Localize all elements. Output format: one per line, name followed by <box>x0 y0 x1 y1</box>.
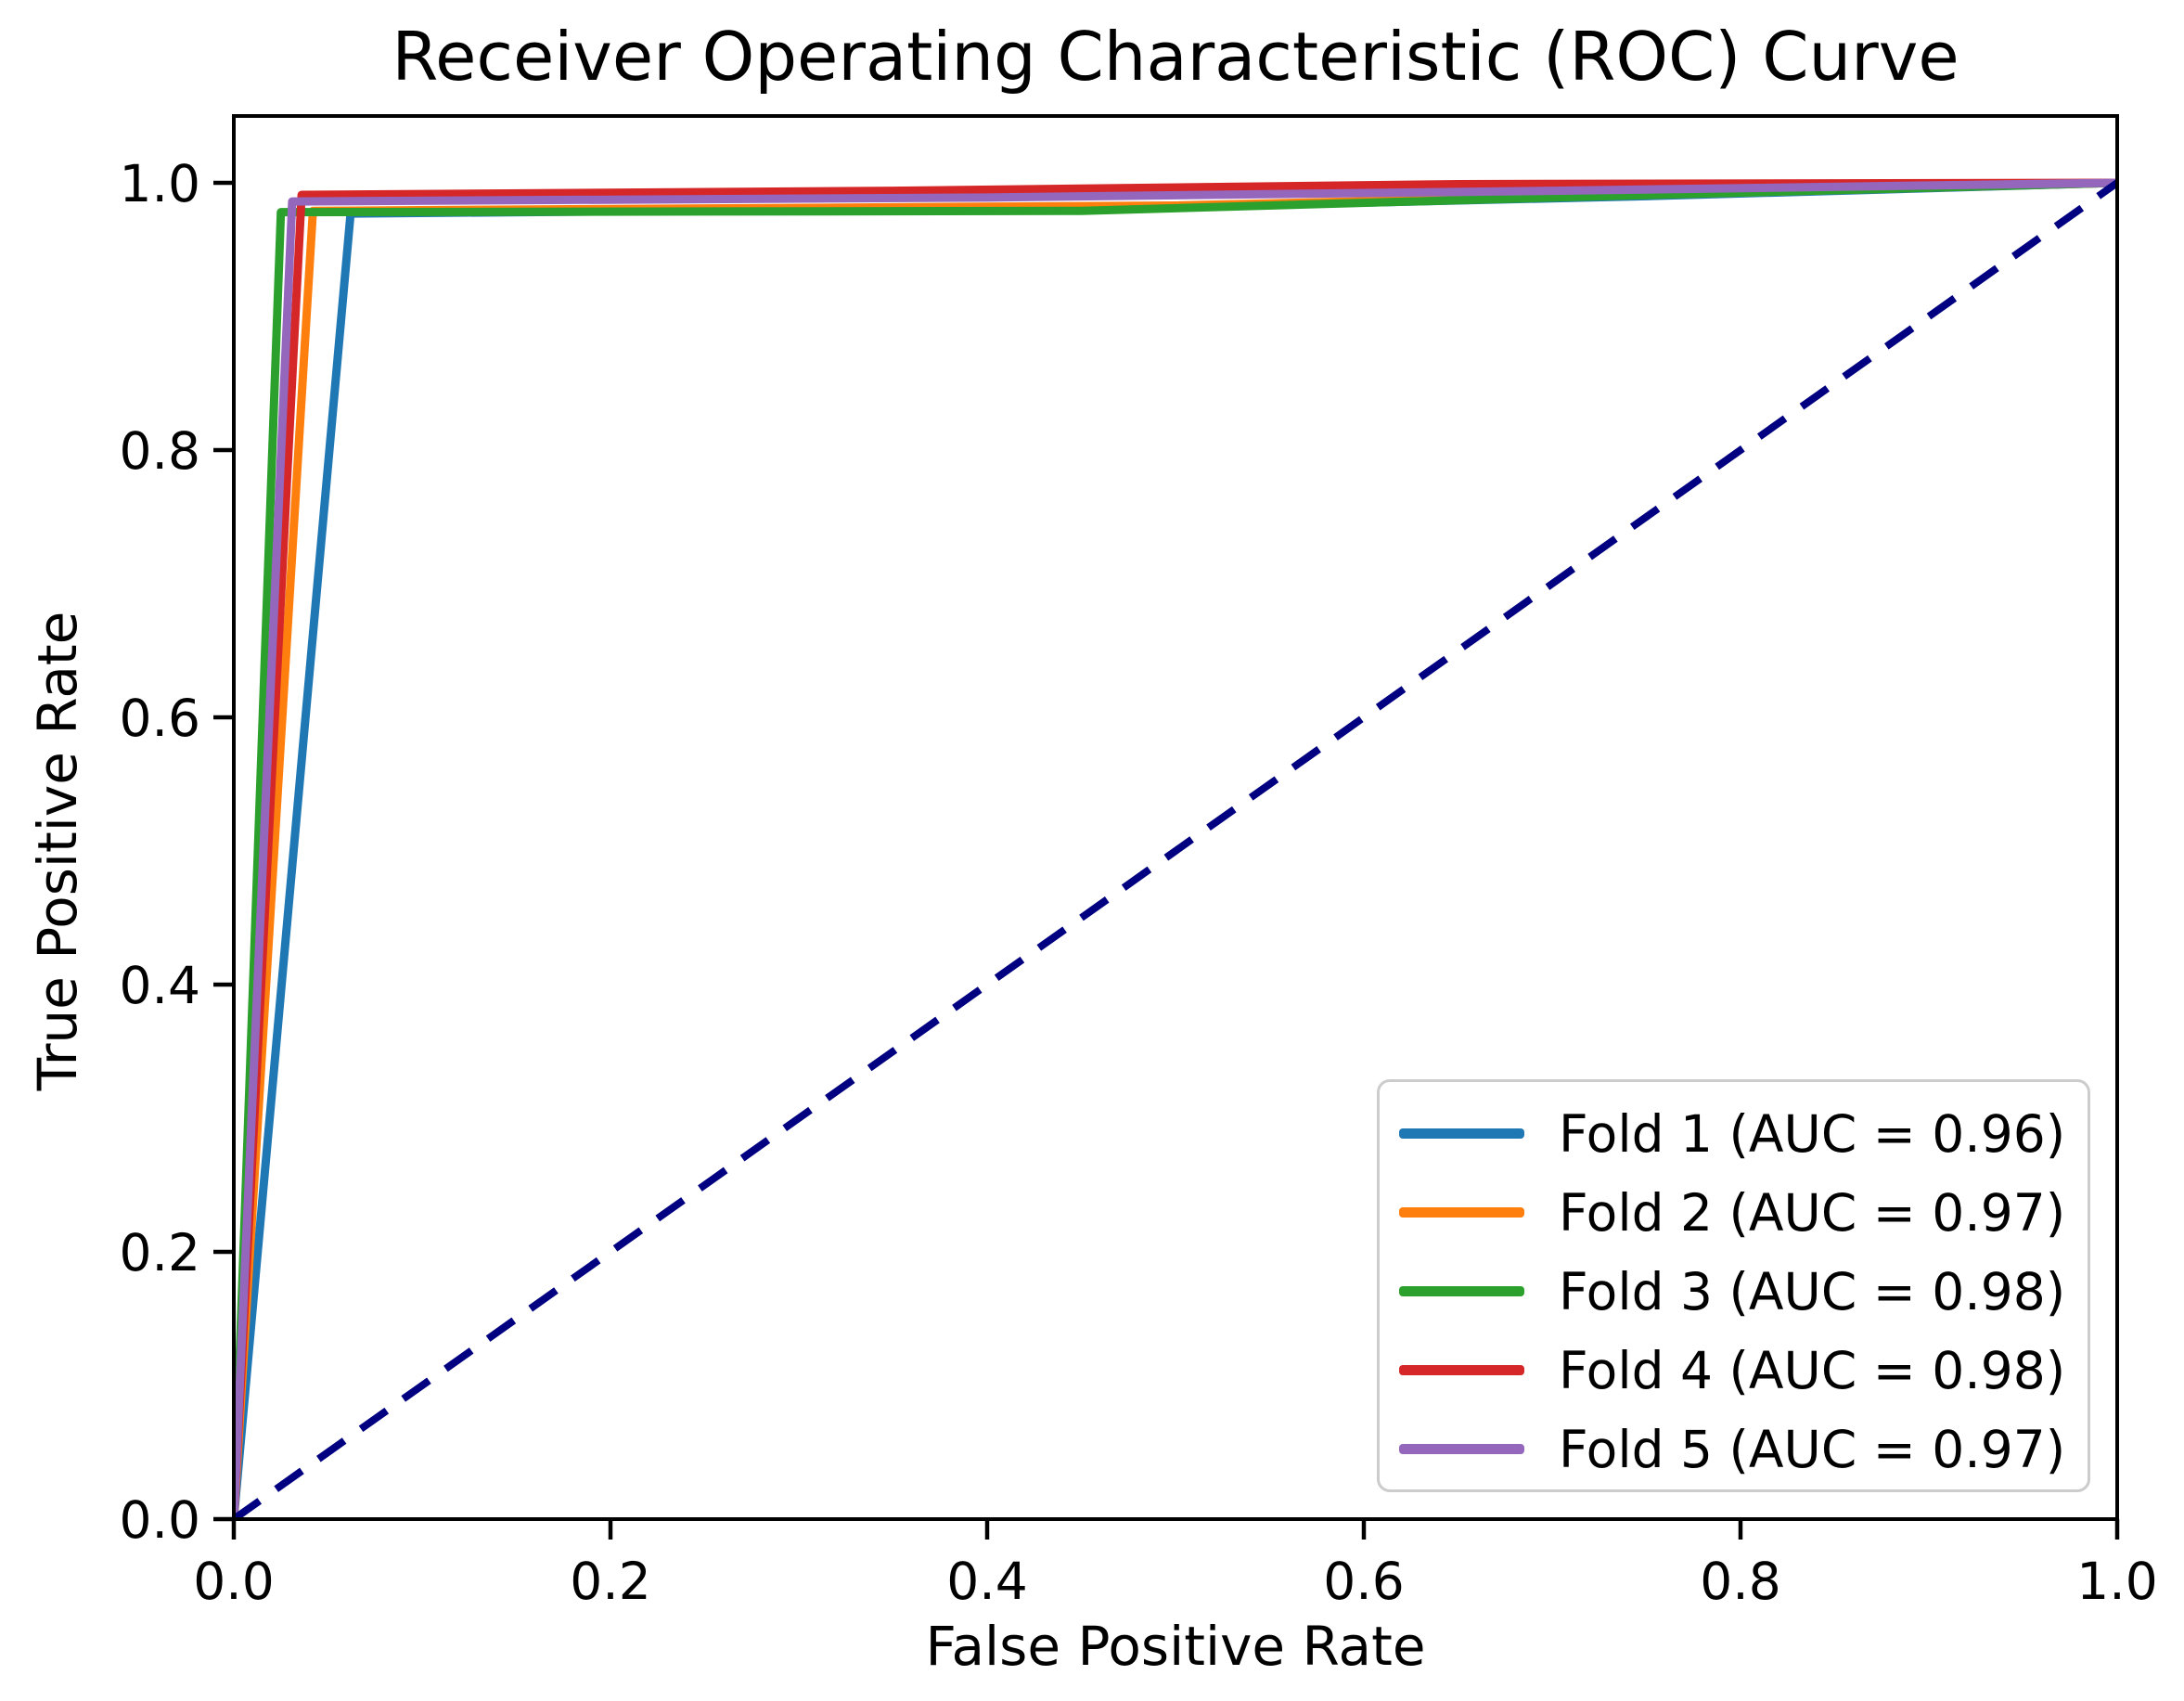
legend-label: Fold 3 (AUC = 0.98) <box>1559 1261 2066 1321</box>
x-tick-label: 0.6 <box>1323 1552 1404 1611</box>
legend-label: Fold 2 (AUC = 0.97) <box>1559 1182 2066 1243</box>
y-tick-label: 0.0 <box>120 1490 200 1550</box>
legend-swatch <box>1399 1365 1524 1375</box>
legend-item: Fold 5 (AUC = 0.97) <box>1380 1410 2088 1488</box>
legend-item: Fold 1 (AUC = 0.96) <box>1380 1094 2088 1173</box>
legend-item: Fold 2 (AUC = 0.97) <box>1380 1173 2088 1252</box>
legend-label: Fold 5 (AUC = 0.97) <box>1559 1419 2066 1479</box>
legend-item: Fold 3 (AUC = 0.98) <box>1380 1252 2088 1331</box>
chance-diagonal-line <box>234 179 2117 1519</box>
legend-item: Fold 4 (AUC = 0.98) <box>1380 1331 2088 1410</box>
legend: Fold 1 (AUC = 0.96) Fold 2 (AUC = 0.97) Fo… <box>1377 1079 2090 1492</box>
legend-swatch <box>1399 1444 1524 1454</box>
x-tick-label: 0.0 <box>193 1552 274 1611</box>
y-tick-label: 1.0 <box>120 154 200 213</box>
x-axis-label: False Positive Rate <box>925 1615 1426 1678</box>
legend-label: Fold 4 (AUC = 0.98) <box>1559 1340 2066 1400</box>
y-tick-label: 0.2 <box>120 1223 200 1282</box>
y-tick-label: 0.8 <box>120 421 200 481</box>
axes-frame <box>232 114 2119 1521</box>
roc-curve-fold-5 <box>234 178 2117 1519</box>
roc-curve-fold-3 <box>234 178 2117 1519</box>
legend-swatch <box>1399 1128 1524 1139</box>
legend-label: Fold 1 (AUC = 0.96) <box>1559 1103 2066 1164</box>
y-tick-label: 0.4 <box>120 956 200 1015</box>
x-tick-label: 0.4 <box>946 1552 1027 1611</box>
x-tick-label: 0.2 <box>570 1552 650 1611</box>
legend-swatch <box>1399 1207 1524 1218</box>
y-axis-label: True Positive Rate <box>26 611 89 1091</box>
series-group <box>234 178 2117 1519</box>
roc-curve-fold-4 <box>234 178 2117 1519</box>
chart-title: Receiver Operating Characteristic (ROC) … <box>392 18 1959 96</box>
legend-swatch <box>1399 1286 1524 1296</box>
y-tick-label: 0.6 <box>120 689 200 748</box>
x-tick-label: 0.8 <box>1700 1552 1780 1611</box>
x-tick-label: 1.0 <box>2076 1552 2157 1611</box>
